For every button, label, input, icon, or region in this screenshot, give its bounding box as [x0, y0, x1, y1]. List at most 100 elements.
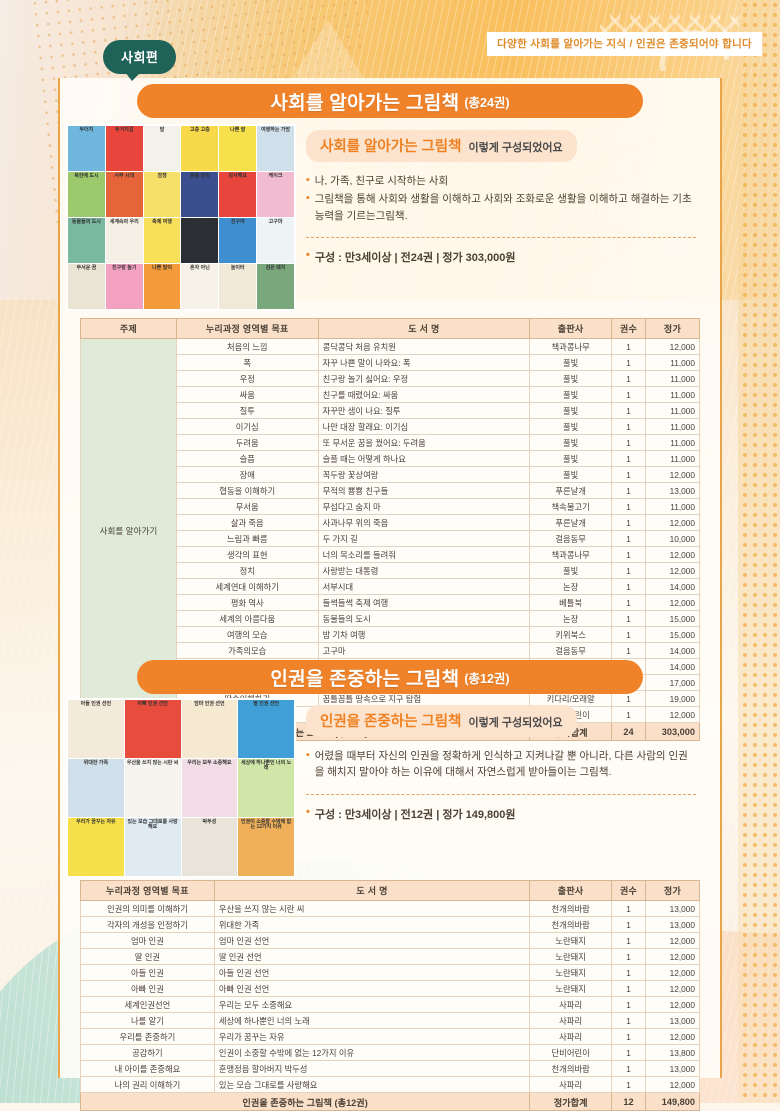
cell-title: 사과나무 위의 죽음 [317, 514, 531, 531]
section-info-card: 인권을 존중하는 그림책 이렇게 구성되었어요 • 어렸을 때부터 자신의 인권… [306, 705, 696, 822]
cell-title: 위대한 가족 [213, 916, 531, 933]
cell-publisher: 천개의바람 [529, 916, 613, 933]
book-cover: 밤 기차 [181, 218, 219, 263]
cell-price: 11,000 [645, 450, 700, 467]
cell-goal: 우리를 존중하기 [80, 1028, 215, 1045]
book-cover: 엄마 인권 선언 [181, 700, 238, 758]
cell-goal: 아들 인권 [80, 964, 215, 981]
cell-publisher: 책과콩나무 [529, 338, 613, 355]
cell-price: 11,000 [645, 418, 700, 435]
cell-quantity: 1 [611, 386, 647, 403]
section-title-count: (총24권) [464, 95, 510, 110]
cell-goal: 세계의 아름다움 [175, 610, 319, 627]
cell-quantity: 1 [611, 948, 646, 965]
cell-price: 11,000 [645, 354, 700, 371]
cell-publisher: 노란돼지 [529, 948, 613, 965]
table-row: 우정 친구랑 놀기 싫어요: 우정 풀빛 1 11,000 [81, 370, 700, 387]
section-title-banner: 인권을 존중하는 그림책 (총12권) [137, 660, 643, 694]
table-body: 사회를 알아가기 처음의 느낌 콩닥콩닥 처음 유치원 책과콩나무 1 12,000 폭 자꾸… [80, 338, 700, 723]
composition-line: • 구성 : 만3세이상 | 전12권 | 정가 149,800원 [306, 806, 696, 822]
cell-title: 자꾸 나쁜 말이 나와요: 폭 [317, 354, 531, 371]
cell-quantity: 1 [611, 1044, 646, 1061]
cell-title: 우산을 쓰지 않는 시란 씨 [213, 900, 531, 917]
cell-title: 나만 대장 할래요: 이기심 [317, 418, 531, 435]
cell-title: 자꾸만 샘이 나요: 질투 [317, 402, 531, 419]
cell-title: 친구랑 놀기 싫어요: 우정 [317, 370, 531, 387]
cell-publisher: 책과콩나무 [529, 546, 613, 563]
background-triangle-icon [290, 20, 366, 82]
cell-publisher: 풀빛 [529, 450, 613, 467]
cell-publisher: 사파리 [529, 1076, 613, 1093]
cell-title: 밤 기차 여행 [317, 626, 531, 643]
cell-title: 딸 인권 선언 [213, 948, 531, 965]
section-title-count: (총12권) [464, 671, 510, 686]
table-header-goal: 누리과정 영역별 목표 [80, 880, 215, 901]
table-row: 아빠 인권 아빠 인권 선언 노란돼지 1 12,000 [80, 980, 700, 997]
cell-price: 14,000 [645, 578, 700, 595]
cell-price: 11,000 [645, 434, 700, 451]
cell-price: 11,000 [645, 498, 700, 515]
table-row: 나를 알기 세상에 하나뿐인 너의 노래 사파리 1 13,000 [80, 1012, 700, 1029]
book-cover: 검은 돼지 [257, 264, 294, 309]
table-header-row: 누리과정 영역별 목표 도 서 명 출판사 권수 정가 [80, 880, 700, 901]
cell-title: 두 가지 길 [317, 530, 531, 547]
section-title-text: 사회를 알아가는 그림책 [270, 92, 460, 114]
total-price: 303,000 [645, 722, 700, 741]
cell-title: 슬플 때는 어떻게 하나요 [317, 450, 531, 467]
total-label: 인권을 존중하는 그림책 (총12권) [79, 1092, 531, 1111]
cell-publisher: 풀빛 [529, 562, 613, 579]
cell-quantity: 1 [611, 916, 646, 933]
book-cover: 나쁜 말 [219, 126, 257, 171]
cell-publisher: 풀빛 [529, 354, 613, 371]
cell-goal: 공감하기 [80, 1044, 215, 1061]
total-sum-label: 정가합계 [529, 1092, 613, 1111]
table-row: 사회를 알아가기 처음의 느낌 콩닥콩닥 처음 유치원 책과콩나무 1 12,000 [80, 338, 700, 723]
table-row: 두려움 또 무서운 꿈을 꿨어요: 두려움 풀빛 1 11,000 [81, 434, 700, 451]
table-row: 세계인권선언 우리는 모두 소중해요 사파리 1 12,000 [80, 996, 700, 1013]
cell-publisher: 사파리 [529, 1012, 613, 1029]
dashed-divider [306, 793, 696, 795]
cell-quantity: 1 [611, 900, 646, 917]
section-title-text: 인권을 존중하는 그림책 [270, 668, 460, 690]
book-cover: 축제 여행 [143, 218, 181, 263]
dashed-divider [306, 236, 696, 238]
book-cover: 말 [143, 126, 181, 171]
table-row: 생각의 표현 너의 목소리를 들려줘 책과콩나무 1 12,000 [81, 546, 700, 563]
cell-goal: 이기심 [175, 418, 319, 435]
cell-title: 세상에 하나뿐인 너의 노래 [213, 1012, 531, 1029]
book-cover: 무서운 꿈 [68, 264, 105, 309]
table-row: 우리를 존중하기 우리가 꿈꾸는 자유 사파리 1 12,000 [80, 1028, 700, 1045]
cell-title: 꼭두랑 꽃상여랑 [317, 466, 531, 483]
book-cover: 꼼틀 땅속 [181, 172, 219, 217]
table-row: 각자의 개성을 인정하기 위대한 가족 천개의바람 1 13,000 [80, 916, 700, 933]
category-badge: 사회편 [103, 40, 177, 81]
cell-price: 13,000 [645, 1060, 700, 1077]
book-cover: 딸 인권 선언 [238, 700, 294, 758]
page-tagline: 다양한 사회를 알아가는 지식 / 인권은 존중되어야 합니다 [487, 32, 762, 56]
book-cover: 고층 고층 [181, 126, 219, 171]
cell-quantity: 1 [611, 482, 647, 499]
table-header-pub: 출판사 [529, 318, 613, 339]
cell-goal: 생각의 표현 [175, 546, 319, 563]
cell-title: 들썩들썩 축제 여행 [317, 594, 531, 611]
table-header-qty: 권수 [611, 318, 647, 339]
cell-quantity: 1 [611, 1012, 646, 1029]
book-cover: 감사해요 [219, 172, 257, 217]
cell-publisher: 노란돼지 [529, 932, 613, 949]
cell-price: 15,000 [645, 626, 700, 643]
cell-price: 12,000 [645, 466, 700, 483]
cell-publisher: 베틀북 [529, 594, 613, 611]
cell-title: 우리는 모두 소중해요 [213, 996, 531, 1013]
table-row: 나의 권리 이해하기 있는 모습 그대로를 사랑해요 사파리 1 12,000 [80, 1076, 700, 1093]
table-row: 엄마 인권 엄마 인권 선언 노란돼지 1 12,000 [80, 932, 700, 949]
info-bullets: • 어렸을 때부터 자신의 인권을 정확하게 인식하고 지켜나갈 뿐 아니라, … [306, 748, 696, 781]
cell-quantity: 1 [611, 418, 647, 435]
cell-quantity: 1 [611, 338, 647, 355]
bullet-dot-icon: • [306, 248, 310, 261]
table-header-goal: 누리과정 영역별 목표 [175, 318, 319, 339]
composition-text: 구성 : 만3세이상 | 전24권 | 정가 303,000원 [314, 251, 516, 264]
info-bullet: • 나, 가족, 친구로 시작하는 사회 [306, 173, 696, 189]
book-cover: 두거지걸 [105, 126, 143, 171]
cell-goal: 무서움 [175, 498, 319, 515]
cell-quantity: 1 [611, 964, 646, 981]
